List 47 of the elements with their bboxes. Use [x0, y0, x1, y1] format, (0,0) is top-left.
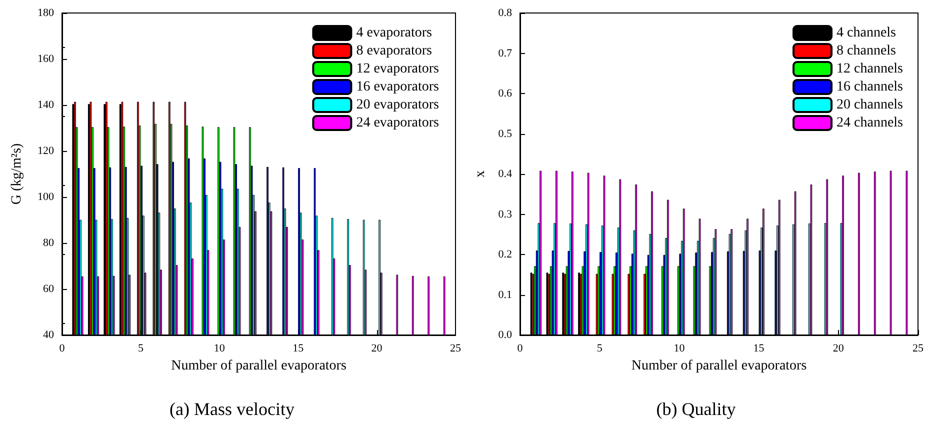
legend-label: 20 evaporators	[356, 98, 440, 112]
legend-label: 4 evaporators	[356, 26, 432, 40]
y-tick-label: 0.3	[498, 208, 512, 220]
y-axis-title: x	[472, 170, 488, 178]
y-tick-label: 0.0	[498, 329, 512, 341]
y-tick-label: 0.1	[498, 288, 512, 301]
x-tick-label: 5	[138, 342, 144, 354]
x-tick-label: 10	[674, 342, 686, 354]
y-tick-label: 80	[43, 237, 54, 249]
legend-label: 20 channels	[836, 98, 904, 112]
y-tick-label: 120	[38, 145, 54, 157]
y-tick-label: 180	[38, 7, 54, 19]
y-tick-label: 0.6	[498, 88, 512, 100]
x-tick-label: 5	[596, 342, 603, 354]
text: (a) Mass velocity	[170, 399, 294, 419]
y-axis-title: G (kg/m²s)	[10, 142, 24, 205]
legend-label: 12 channels	[836, 62, 904, 76]
legend-label: 8 evaporators	[356, 44, 432, 58]
x-axis-title: Number of parallel evaporators	[171, 358, 346, 374]
y-tick-label: 160	[38, 53, 54, 65]
legend-label: 12 evaporators	[356, 62, 440, 76]
x-tick-label: 10	[214, 342, 226, 354]
x-tick-label: 15	[292, 342, 304, 354]
y-tick-label: 0.7	[498, 47, 512, 60]
legend-label: 16 evaporators	[356, 80, 440, 94]
y-tick-label: 0.2	[498, 248, 512, 260]
x-tick-label: 0	[517, 342, 524, 354]
y-tick-label: 0.8	[498, 7, 512, 19]
y-tick-label: 40	[43, 329, 54, 341]
x-tick-label: 0	[59, 342, 66, 354]
legend-label: 8 channels	[836, 44, 896, 58]
legend-label: 16 channels	[836, 80, 904, 94]
text: (b) Quality	[656, 399, 736, 419]
legend-label: 24 evaporators	[356, 116, 440, 130]
legend-label: 4 channels	[836, 26, 896, 40]
y-tick-label: 140	[38, 99, 54, 111]
x-tick-label: 20	[832, 342, 844, 354]
y-tick-label: 60	[43, 283, 54, 295]
y-tick-label: 0.4	[498, 168, 512, 180]
x-tick-label: 20	[371, 342, 383, 354]
x-tick-label: 15	[753, 342, 765, 354]
x-tick-label: 25	[450, 342, 462, 354]
legend-label: 24 channels	[836, 116, 904, 130]
y-tick-label: 0.5	[498, 128, 512, 140]
y-tick-label: 100	[38, 191, 54, 203]
x-tick-label: 25	[912, 342, 924, 354]
x-axis-title: Number of parallel evaporators	[631, 358, 807, 374]
